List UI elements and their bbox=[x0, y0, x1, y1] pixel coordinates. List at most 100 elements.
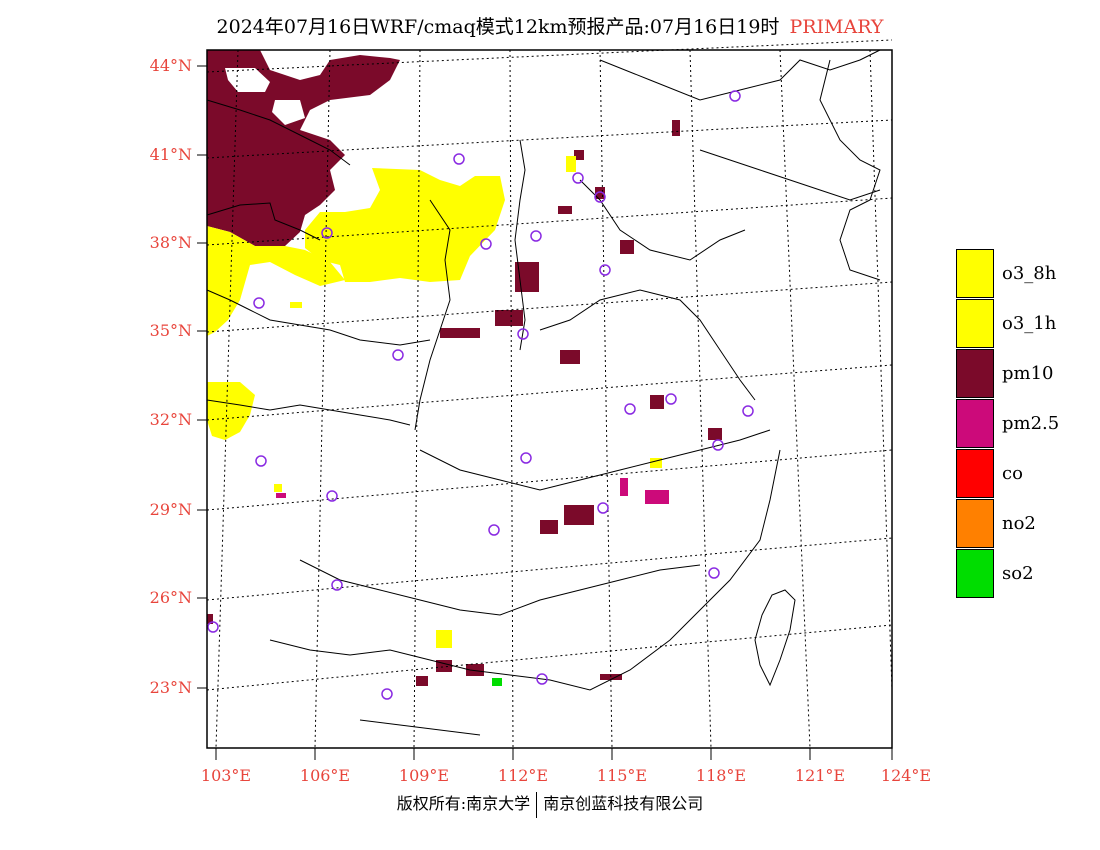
o3-area-southwest bbox=[207, 382, 255, 440]
meridian-103 bbox=[215, 49, 239, 749]
station-marker bbox=[488, 524, 500, 536]
o3-patch bbox=[436, 630, 452, 648]
boundary-line bbox=[819, 59, 881, 281]
pm10-area-northwest bbox=[207, 50, 400, 246]
boundary-line bbox=[699, 149, 881, 201]
lat-label-41: 41°N bbox=[149, 145, 192, 164]
meridian-124 bbox=[869, 49, 893, 691]
station-marker bbox=[392, 349, 404, 361]
station-marker bbox=[453, 153, 465, 165]
pm10-patch bbox=[595, 187, 605, 199]
pm10-patches bbox=[207, 120, 722, 686]
lon-label-118: 118°E bbox=[695, 766, 747, 785]
lat-label-32: 32°N bbox=[149, 410, 192, 429]
o3-patch bbox=[566, 156, 576, 172]
parallel-23 bbox=[206, 624, 893, 691]
o3-patch bbox=[290, 302, 302, 308]
legend-label: pm2.5 bbox=[1002, 413, 1060, 434]
station-marker bbox=[742, 405, 754, 417]
lon-label-115: 115°E bbox=[596, 766, 648, 785]
lat-label-35: 35°N bbox=[149, 321, 192, 340]
pm25-patch bbox=[276, 493, 286, 498]
taiwan-outline bbox=[754, 589, 796, 687]
station-marker bbox=[597, 502, 609, 514]
copyright-left: 版权所有:南京大学 bbox=[396, 794, 531, 813]
boundary-line bbox=[206, 202, 321, 241]
boundary-line bbox=[579, 179, 746, 261]
station-marker bbox=[536, 673, 548, 685]
lat-label-44: 44°N bbox=[149, 56, 192, 75]
primary-tag: PRIMARY bbox=[789, 16, 884, 38]
pm10-patch bbox=[440, 328, 480, 338]
pm10-patch bbox=[207, 614, 213, 624]
copyright-right: 南京创蓝科技有限公司 bbox=[543, 794, 704, 813]
meridian-118 bbox=[689, 49, 712, 749]
legend-label: no2 bbox=[1002, 513, 1036, 534]
parallel-26 bbox=[206, 537, 893, 601]
pm10-patch bbox=[558, 206, 572, 214]
legend-label: o3_1h bbox=[1002, 313, 1057, 334]
lon-label-112: 112°E bbox=[497, 766, 549, 785]
pm10-patch bbox=[515, 262, 539, 292]
pm10-patch bbox=[620, 240, 634, 254]
station-marker bbox=[517, 328, 529, 340]
meridian-112 bbox=[509, 49, 514, 749]
lon-label-106: 106°E bbox=[299, 766, 351, 785]
station-marker bbox=[530, 230, 542, 242]
pm10-patch bbox=[540, 520, 558, 534]
pm10-patch bbox=[416, 676, 428, 686]
pm25-patch bbox=[645, 490, 669, 504]
lon-label-121: 121°E bbox=[794, 766, 846, 785]
pm10-patch bbox=[600, 674, 622, 680]
station-marker bbox=[381, 688, 393, 700]
boundary-line bbox=[299, 559, 701, 616]
legend-label: so2 bbox=[1002, 563, 1034, 584]
graticule bbox=[206, 39, 893, 749]
legend-swatch bbox=[956, 449, 994, 498]
station-marker bbox=[729, 90, 741, 102]
plot-frame bbox=[206, 49, 893, 749]
station-marker bbox=[255, 455, 267, 467]
boundary-line bbox=[206, 99, 351, 166]
lon-label-103: 103°E bbox=[200, 766, 252, 785]
map-title-text: 2024年07月16日WRF/cmaq模式12km预报产品:07月16日19时 bbox=[216, 16, 780, 38]
coastline bbox=[269, 449, 781, 691]
o3-area-central-north bbox=[305, 168, 505, 282]
legend-swatch bbox=[956, 549, 994, 598]
lat-label-26: 26°N bbox=[149, 588, 192, 607]
station-marker bbox=[480, 238, 492, 250]
legend-swatch bbox=[956, 499, 994, 548]
station-marker bbox=[599, 264, 611, 276]
lat-label-29: 29°N bbox=[149, 500, 192, 519]
station-marker bbox=[207, 621, 219, 633]
station-marker bbox=[594, 191, 606, 203]
legend-swatch bbox=[956, 349, 994, 398]
map-title: 2024年07月16日WRF/cmaq模式12km预报产品:07月16日19时 P… bbox=[0, 12, 1100, 39]
legend-label: pm10 bbox=[1002, 363, 1054, 384]
pm10-patch bbox=[564, 505, 594, 525]
station-marker bbox=[712, 439, 724, 451]
pm10-patch bbox=[495, 310, 523, 326]
lon-label-109: 109°E bbox=[398, 766, 450, 785]
pm25-patch bbox=[620, 478, 628, 496]
station-marker bbox=[520, 452, 532, 464]
meridian-115 bbox=[599, 49, 613, 749]
o3-patch bbox=[274, 484, 282, 492]
legend-label: co bbox=[1002, 463, 1023, 484]
boundary-line bbox=[414, 199, 451, 431]
station-marker bbox=[572, 172, 584, 184]
so2-patch bbox=[492, 678, 502, 686]
station-marker bbox=[253, 297, 265, 309]
pm10-gap bbox=[225, 68, 270, 92]
station-markers bbox=[207, 90, 754, 700]
pm25-patches bbox=[276, 478, 669, 504]
boundary-line bbox=[514, 139, 526, 351]
boundaries bbox=[206, 49, 881, 736]
pm10-patch bbox=[560, 350, 580, 364]
meridian-109 bbox=[413, 49, 421, 749]
meridian-106 bbox=[314, 49, 331, 749]
pm10-patch bbox=[466, 664, 484, 676]
lon-label-124: 124°E bbox=[880, 766, 932, 785]
pm10-patch bbox=[574, 150, 584, 160]
